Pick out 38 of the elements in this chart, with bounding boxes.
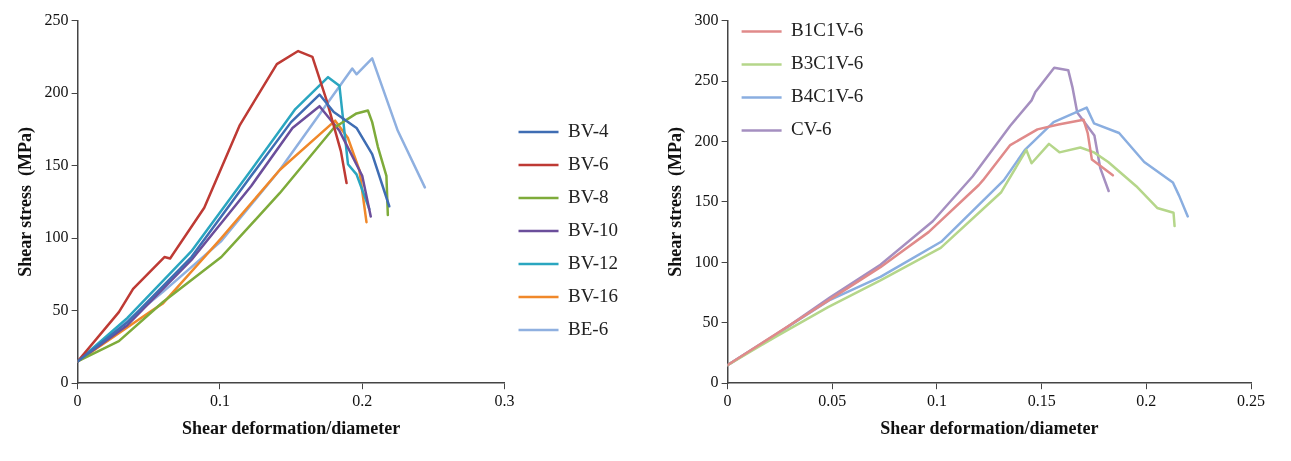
x-tick-label: 0.25 [1237,392,1265,409]
y-tick-label: 0 [60,373,69,391]
legend-label: BV-8 [568,185,609,207]
x-tick-label: 0 [723,392,732,409]
legend-label: BV-16 [568,284,619,306]
x-tick-label: 0.05 [818,392,847,409]
y-tick-label: 150 [694,192,719,210]
y-tick-label: 200 [44,83,69,101]
legend-label: BV-10 [568,218,619,240]
x-axis-title: Shear deformation/diameter [880,417,1099,438]
y-tick-label: 100 [694,252,719,270]
y-tick-label: 300 [694,10,719,28]
x-tick-label: 0.2 [1136,392,1157,409]
y-tick-label: 200 [694,131,719,149]
y-tick-label: 250 [44,10,69,28]
x-tick-label: 0.1 [209,392,230,409]
legend-label: CV-6 [791,118,832,140]
legend-label: B3C1V-6 [791,52,864,74]
y-tick-label: 0 [710,373,719,391]
y-tick-label: 250 [694,71,719,89]
legend-label: BV-4 [568,119,609,141]
y-tick-label: 150 [44,155,69,173]
y-tick-label: 100 [44,228,69,246]
x-tick-label: 0.2 [352,392,373,409]
y-tick-label: 50 [702,312,719,330]
y-tick-label: 50 [52,300,69,318]
x-axis-title: Shear deformation/diameter [181,417,401,438]
x-tick-label: 0.1 [926,392,947,409]
legend-label: BE-6 [568,317,609,339]
x-tick-label: 0.15 [1027,392,1056,409]
x-tick-label: 0.3 [494,392,515,409]
x-tick-label: 0 [73,392,82,409]
legend-label: B1C1V-6 [791,19,864,41]
legend-label: BV-6 [568,152,609,174]
y-axis-title: Shear stress (MPa) [665,126,687,277]
legend-label: BV-12 [568,251,619,273]
y-axis-title: Shear stress (MPa) [15,126,37,277]
legend-label: B4C1V-6 [791,85,864,107]
